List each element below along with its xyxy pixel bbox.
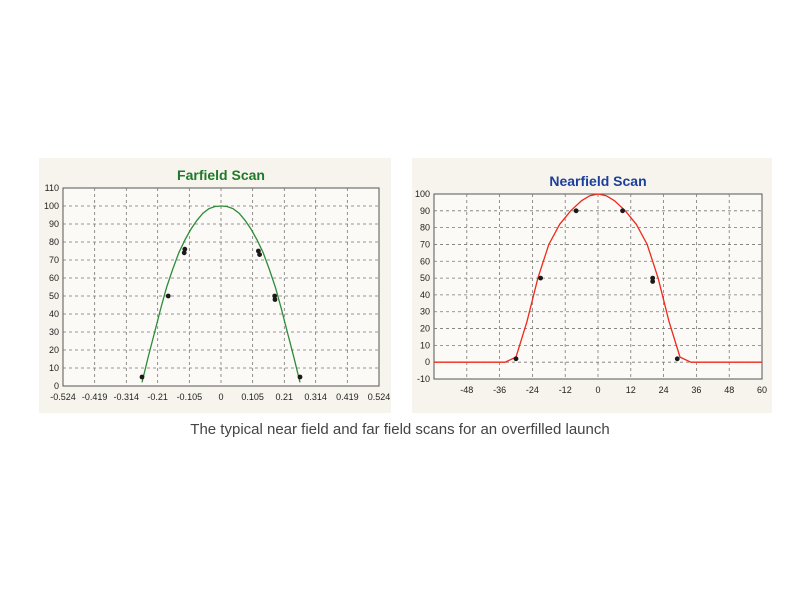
data-point	[255, 248, 261, 254]
x-tick-label: -0.419	[82, 392, 108, 402]
y-tick-label: -10	[417, 374, 430, 384]
y-tick-label: 90	[420, 206, 430, 216]
x-tick-label: -0.314	[114, 392, 140, 402]
data-point	[181, 250, 187, 256]
y-tick-label: 80	[420, 223, 430, 233]
data-point	[620, 208, 625, 214]
y-tick-label: 100	[415, 189, 430, 199]
farfield-chart-panel: Farfield Scan -0.524 -0.419 -0.314 -0.21 -0.1…	[39, 158, 391, 413]
y-tick-label: 0	[54, 381, 59, 391]
x-tick-label: 48	[724, 385, 734, 395]
data-point	[650, 279, 656, 284]
x-tick-label: -48	[460, 385, 473, 395]
x-tick-label: 0	[218, 392, 223, 402]
y-tick-label: 50	[49, 291, 59, 301]
y-tick-label: 70	[420, 239, 430, 249]
y-tick-label: 30	[420, 307, 430, 317]
y-tick-label: 40	[49, 309, 59, 319]
x-tick-label: 0.314	[304, 392, 327, 402]
x-tick-label: 0.105	[241, 392, 264, 402]
y-tick-label: 60	[49, 273, 59, 283]
y-tick-label: 70	[49, 255, 59, 265]
nearfield-chart: Nearfield Scan -48 -36 -24 -12 0 12 24 36 48 60 -10…	[415, 173, 767, 395]
x-tick-label: 24	[659, 385, 669, 395]
y-tick-label: 100	[44, 201, 59, 211]
y-tick-label: 20	[49, 345, 59, 355]
y-tick-label: 50	[420, 273, 430, 283]
y-tick-label: 40	[420, 290, 430, 300]
x-tick-label: -12	[559, 385, 572, 395]
x-tick-label: -0.21	[147, 392, 168, 402]
x-tick-label: 12	[626, 385, 636, 395]
x-tick-label: 0.21	[276, 392, 294, 402]
y-tick-label: 10	[49, 363, 59, 373]
data-point	[538, 275, 543, 281]
data-point	[674, 356, 680, 362]
y-tick-label: 60	[420, 256, 430, 266]
y-tick-label: 20	[420, 324, 430, 334]
y-tick-label: 110	[45, 183, 59, 193]
y-tick-label: 10	[420, 340, 430, 350]
y-tick-label: 90	[49, 219, 59, 229]
y-tick-label: 80	[49, 237, 59, 247]
x-tick-label: 0.419	[336, 392, 359, 402]
x-tick-label: -0.524	[50, 392, 76, 402]
farfield-chart: Farfield Scan -0.524 -0.419 -0.314 -0.21 -0.1…	[44, 167, 391, 402]
x-tick-label: 36	[691, 385, 701, 395]
y-tick-label: 0	[425, 357, 430, 367]
data-point	[182, 246, 188, 252]
x-tick-label: 0.524	[368, 392, 391, 402]
data-point	[297, 374, 303, 380]
series-line	[141, 205, 301, 383]
x-tick-label: -0.105	[177, 392, 203, 402]
figure-caption: The typical near field and far field sca…	[190, 421, 610, 438]
x-tick-label: -24	[526, 385, 539, 395]
data-point	[165, 293, 171, 299]
x-tick-label: -36	[493, 385, 506, 395]
data-point	[257, 252, 262, 257]
data-point	[139, 374, 145, 380]
chart-title: Farfield Scan	[177, 167, 265, 183]
data-point	[272, 297, 278, 302]
x-tick-label: 60	[757, 385, 767, 395]
y-tick-label: 30	[49, 327, 59, 337]
series-line	[434, 193, 762, 363]
data-point	[513, 356, 519, 362]
nearfield-chart-panel: Nearfield Scan -48 -36 -24 -12 0 12 24 36 48 60 -10…	[412, 158, 772, 413]
x-tick-label: 0	[595, 385, 600, 395]
data-point	[573, 208, 579, 214]
data-point	[650, 275, 656, 281]
chart-title: Nearfield Scan	[549, 173, 646, 189]
data-point	[272, 293, 278, 299]
